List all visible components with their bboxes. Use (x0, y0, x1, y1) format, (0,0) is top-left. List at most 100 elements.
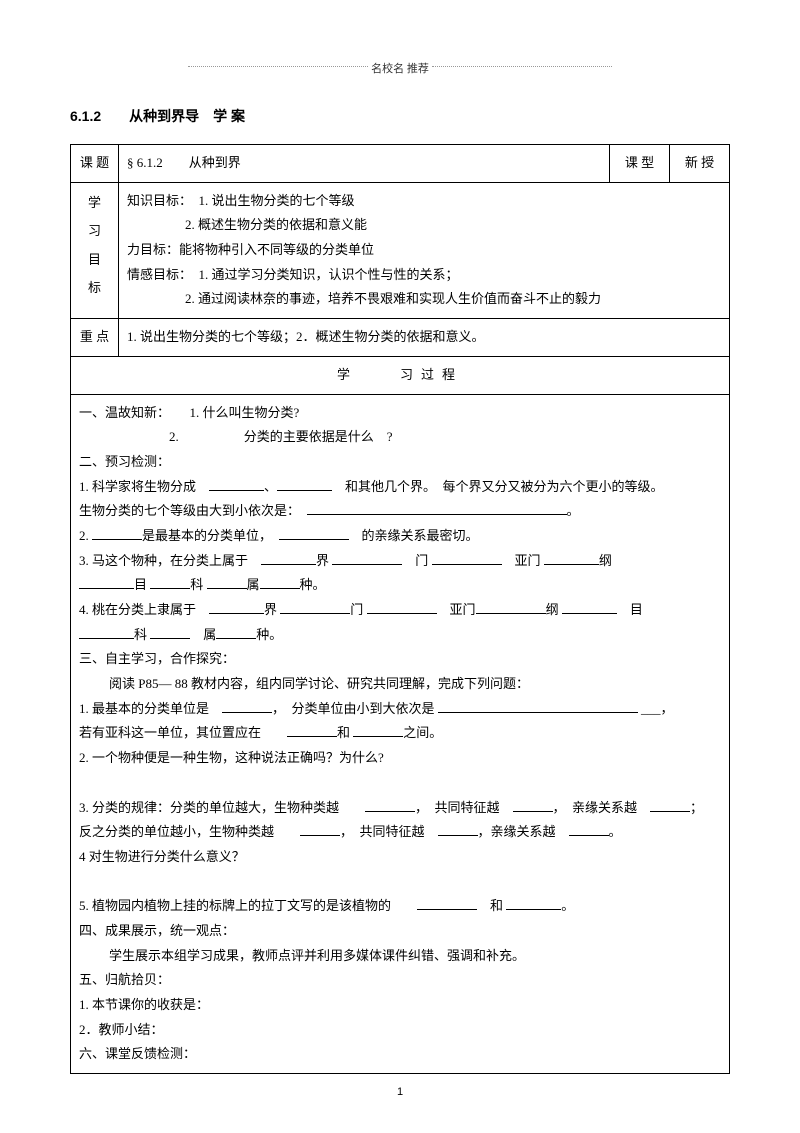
txt: 和 (337, 725, 353, 740)
obj-line: 力目标：能将物种引入不同等级的分类单位 (127, 238, 721, 263)
line: 阅读 P85— 88 教材内容，组内同学讨论、研究共同理解，完成下列问题： (79, 672, 721, 697)
char: 标 (79, 274, 110, 303)
blank (307, 514, 567, 515)
blank (569, 835, 609, 836)
blank (300, 835, 340, 836)
line: 科 属种。 (79, 623, 721, 648)
blank (438, 712, 638, 713)
blank (150, 638, 190, 639)
txt: 界 (316, 553, 332, 568)
txt: 。 (609, 824, 622, 839)
line: 生物分类的七个等级由大到小依次是： 。 (79, 499, 721, 524)
line: 四、成果展示，统一观点： (79, 919, 721, 944)
blank (207, 588, 247, 589)
txt: ___， (638, 701, 674, 716)
txt: 门 (402, 553, 431, 568)
txt: 科 (134, 627, 150, 642)
obj-line: 2. 通过阅读林奈的事迹，培养不畏艰难和实现人生价值而奋斗不止的毅力 (127, 287, 721, 312)
line: 3. 分类的规律：分类的单位越大，生物种类越 ， 共同特征越 ， 亲缘关系越 ； (79, 796, 721, 821)
line: 2. 一个物种便是一种生物，这种说法正确吗？为什么? (79, 746, 721, 771)
blank (367, 613, 437, 614)
txt: 生物分类的七个等级由大到小依次是： (79, 503, 307, 518)
blank (513, 811, 553, 812)
blank (476, 613, 546, 614)
blank (261, 564, 316, 565)
txt: 5. 植物园内植物上挂的标牌上的拉丁文写的是该植物的 (79, 898, 417, 913)
blank (438, 835, 478, 836)
blank (506, 909, 561, 910)
dotted-right (432, 66, 612, 67)
blank (332, 564, 402, 565)
objectives-content: 知识目标： 1. 说出生物分类的七个等级 2. 概述生物分类的依据和意义能 力目… (119, 182, 730, 318)
line: 5. 植物园内植物上挂的标牌上的拉丁文写的是该植物的 和 。 (79, 894, 721, 919)
char: 学 (79, 189, 110, 218)
txt: 。 (567, 503, 580, 518)
line: 六、课堂反馈检测： (79, 1042, 721, 1067)
objectives-label: 学 习 目 标 (71, 182, 119, 318)
blank (92, 539, 142, 540)
line: 2. 是最基本的分类单位， 的亲缘关系最密切。 (79, 524, 721, 549)
txt: 1. 最基本的分类单位是 (79, 701, 222, 716)
line: 目 科 属种。 (79, 573, 721, 598)
obj-line: 知识目标： 1. 说出生物分类的七个等级 (127, 189, 721, 214)
blank (417, 909, 477, 910)
txt: 亚门 (437, 602, 476, 617)
header-recommendation: 名校名 推荐 (70, 60, 730, 76)
blank (365, 811, 415, 812)
txt: 反之分类的单位越小，生物种类越 (79, 824, 300, 839)
txt: ，亲缘关系越 (478, 824, 569, 839)
txt: 之间。 (403, 725, 442, 740)
txt: 门 (350, 602, 366, 617)
txt: 种。 (300, 577, 326, 592)
line: 三、自主学习，合作探究： (79, 647, 721, 672)
blank (209, 613, 264, 614)
keypoint-label: 重 点 (71, 319, 119, 357)
blank (544, 564, 599, 565)
blank (650, 811, 690, 812)
txt: 纲 (546, 602, 562, 617)
blank (432, 564, 502, 565)
txt: 的亲缘关系最密切。 (349, 528, 479, 543)
process-title: 学 习过程 (71, 356, 730, 394)
txt: 是最基本的分类单位， (142, 528, 279, 543)
dotted-left (188, 66, 368, 67)
txt: ， 亲缘关系越 (553, 800, 651, 815)
page-title: 6.1.2 从种到界导 学 案 (70, 106, 730, 126)
txt: 和其他几个界。 每个界又分又被分为六个更小的等级。 (332, 479, 664, 494)
line: 五、归航拾贝： (79, 968, 721, 993)
line: 4 对生物进行分类什么意义？ (79, 845, 721, 870)
txt: 3. 马这个物种，在分类上属于 (79, 553, 261, 568)
txt: 目 (617, 602, 643, 617)
blank (279, 539, 349, 540)
blank (79, 638, 134, 639)
line: 2. 分类的主要依据是什么 ? (79, 425, 721, 450)
line: 1. 科学家将生物分成 、 和其他几个界。 每个界又分又被分为六个更小的等级。 (79, 475, 721, 500)
txt: 若有亚科这一单位，其位置应在 (79, 725, 287, 740)
blank (260, 588, 300, 589)
blank (222, 712, 272, 713)
table-row: 课 题 § 6.1.2 从种到界 课 型 新 授 (71, 145, 730, 183)
line: 1. 最基本的分类单位是 ， 分类单位由小到大依次是 ___， (79, 697, 721, 722)
topic-content: § 6.1.2 从种到界 (119, 145, 610, 183)
txt: 3. 分类的规律：分类的单位越大，生物种类越 (79, 800, 365, 815)
type-value: 新 授 (670, 145, 730, 183)
table-row: 一、温故知新： 1. 什么叫生物分类? 2. 分类的主要依据是什么 ? 二、预习… (71, 394, 730, 1074)
txt: 界 (264, 602, 280, 617)
txt: ， 分类单位由小到大依次是 (272, 701, 438, 716)
txt: 。 (561, 898, 574, 913)
line: 3. 马这个物种，在分类上属于 界 门 亚门 纲 (79, 549, 721, 574)
table-row: 学 习 目 标 知识目标： 1. 说出生物分类的七个等级 2. 概述生物分类的依… (71, 182, 730, 318)
type-label: 课 型 (610, 145, 670, 183)
blank (79, 588, 134, 589)
txt: 纲 (599, 553, 612, 568)
lesson-table: 课 题 § 6.1.2 从种到界 课 型 新 授 学 习 目 标 知识目标： 1… (70, 144, 730, 1074)
header-text: 名校名 推荐 (371, 63, 429, 75)
txt: ， 共同特征越 (415, 800, 513, 815)
txt: 4. 桃在分类上隶属于 (79, 602, 209, 617)
line (79, 870, 721, 895)
blank (562, 613, 617, 614)
line: 一、温故知新： 1. 什么叫生物分类? (79, 401, 721, 426)
txt: 属 (247, 577, 260, 592)
txt: ； (690, 800, 703, 815)
blank (280, 613, 350, 614)
